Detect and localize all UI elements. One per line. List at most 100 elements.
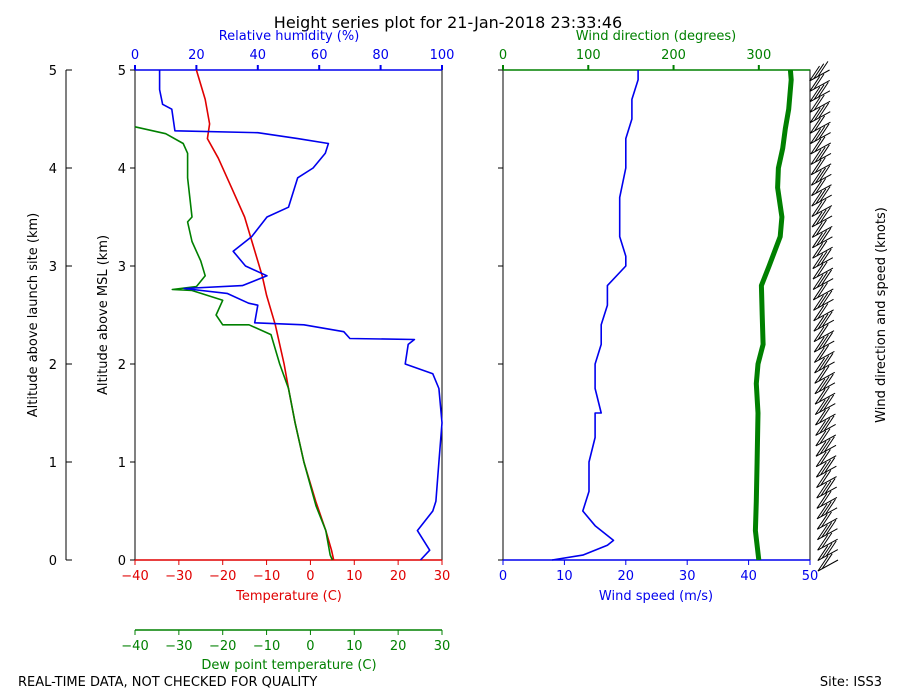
wind-barb — [812, 282, 834, 301]
wind-barb — [811, 207, 833, 228]
dewpoint-axis-label: Dew point temperature (C) — [201, 658, 376, 673]
wind-barb — [815, 428, 837, 447]
temperature-series-line — [195, 69, 335, 561]
wind-dir-axis-label: Wind direction (degrees) — [576, 29, 736, 44]
wind-barb — [809, 102, 831, 124]
wind-speed-tick-label: 30 — [679, 569, 696, 584]
wind-barb — [810, 157, 832, 176]
inner-y-tick-label: 3 — [118, 260, 126, 275]
outer-y-tick-label: 4 — [49, 162, 57, 177]
temperature-tick-label: 20 — [390, 569, 407, 584]
wind-barb — [809, 61, 830, 82]
wind-barb — [810, 165, 832, 186]
wind-barb — [817, 540, 839, 562]
wind-barb — [810, 144, 832, 165]
wind-panel: 0 10 20 30 40 50 0 100 200 300 Wind speed (m/s) W… — [498, 29, 818, 604]
inner-y-tick-label: 5 — [118, 64, 126, 79]
wind-barb — [811, 198, 833, 217]
wind-speed-tick-label: 50 — [802, 569, 819, 584]
wind-direction-series-line — [752, 69, 794, 561]
wind-barb — [815, 407, 836, 426]
wind-barb — [813, 344, 835, 363]
dewpoint-series-line — [134, 126, 334, 561]
wind-barb — [810, 136, 832, 155]
wind-barb — [810, 123, 831, 144]
wind-barb — [816, 490, 838, 509]
wind-dir-tick-label: 0 — [499, 48, 507, 63]
wind-barb — [815, 449, 837, 468]
outer-y-tick-label: 2 — [49, 358, 57, 373]
dewpoint-tick-label: −10 — [253, 639, 280, 654]
temperature-tick-label: −20 — [209, 569, 236, 584]
dewpoint-tick-label: 20 — [390, 639, 407, 654]
inner-y-tick-label: 2 — [118, 358, 126, 373]
temperature-tick-label: 30 — [434, 569, 451, 584]
dewpoint-tick-label: 30 — [434, 639, 451, 654]
outer-y-tick-label: 3 — [49, 260, 57, 275]
wind-barb — [816, 470, 837, 489]
wind-barb — [811, 186, 832, 207]
figure-title: Height series plot for 21-Jan-2018 23:33… — [274, 13, 622, 32]
wind-barb — [815, 436, 837, 457]
barb-layer — [809, 61, 839, 572]
barb-panel: Wind direction and speed (knots) — [809, 61, 889, 572]
wind-speed-axis-label: Wind speed (m/s) — [599, 589, 713, 604]
temperature-tick-label: 10 — [346, 569, 363, 584]
footer-site-label: Site: ISS3 — [820, 675, 882, 690]
wind-dir-tick-label: 300 — [746, 48, 771, 63]
thermo-plot-frame — [134, 69, 443, 561]
footer-quality-note: REAL-TIME DATA, NOT CHECKED FOR QUALITY — [18, 675, 317, 690]
wind-barb — [814, 353, 835, 374]
temperature-tick-label: −10 — [253, 569, 280, 584]
rh-tick-label: 40 — [250, 48, 267, 63]
rh-tick-label: 60 — [311, 48, 328, 63]
wind-speed-tick-label: 10 — [556, 569, 573, 584]
wind-speed-series-line — [551, 70, 639, 561]
wind-dir-tick-label: 100 — [576, 48, 601, 63]
wind-speed-tick-label: 0 — [499, 569, 507, 584]
inner-ylabel: Altitude above MSL (km) — [96, 235, 111, 395]
wind-barb — [811, 178, 832, 197]
temperature-tick-label: −40 — [121, 569, 148, 584]
dewpoint-tick-label: −30 — [165, 639, 192, 654]
wind-barb — [817, 553, 839, 572]
wind-barb — [813, 324, 835, 343]
wind-barb — [813, 290, 834, 311]
wind-barb — [816, 511, 838, 530]
wind-barb — [809, 94, 831, 113]
wind-barb — [813, 332, 835, 353]
wind-barb — [812, 227, 833, 249]
wind-barb — [809, 81, 831, 103]
temperature-axis-label: Temperature (C) — [235, 589, 342, 604]
wind-barb — [814, 386, 836, 405]
wind-barb — [814, 373, 836, 395]
wind-layer: 0 10 20 30 40 50 0 100 200 300 — [498, 48, 818, 584]
wind-barb — [815, 415, 836, 436]
rh-series-line — [158, 70, 443, 561]
wind-barb — [817, 519, 838, 541]
wind-barb — [810, 115, 831, 134]
outer-y-tick-label: 0 — [49, 554, 57, 569]
inner-y-tick-label: 4 — [118, 162, 126, 177]
rh-tick-label: 100 — [430, 48, 455, 63]
wind-barb — [815, 457, 837, 478]
dewpoint-tick-label: −20 — [209, 639, 236, 654]
wind-barb — [814, 365, 836, 384]
inner-y-tick-label: 0 — [118, 554, 126, 569]
wind-dir-tick-label: 200 — [661, 48, 686, 63]
rh-tick-label: 0 — [131, 48, 139, 63]
wind-barb — [817, 532, 838, 551]
wind-barb — [811, 219, 833, 238]
temperature-tick-label: 0 — [306, 569, 314, 584]
wind-barb — [812, 269, 834, 290]
wind-barb — [813, 311, 835, 332]
inner-y-tick-label: 1 — [118, 456, 126, 471]
wind-barb — [812, 261, 834, 280]
wind-speed-tick-label: 40 — [740, 569, 757, 584]
dewpoint-tick-label: −40 — [121, 639, 148, 654]
barb-axis-label: Wind direction and speed (knots) — [874, 207, 889, 423]
wind-barb — [816, 478, 837, 499]
wind-barb — [814, 394, 836, 416]
